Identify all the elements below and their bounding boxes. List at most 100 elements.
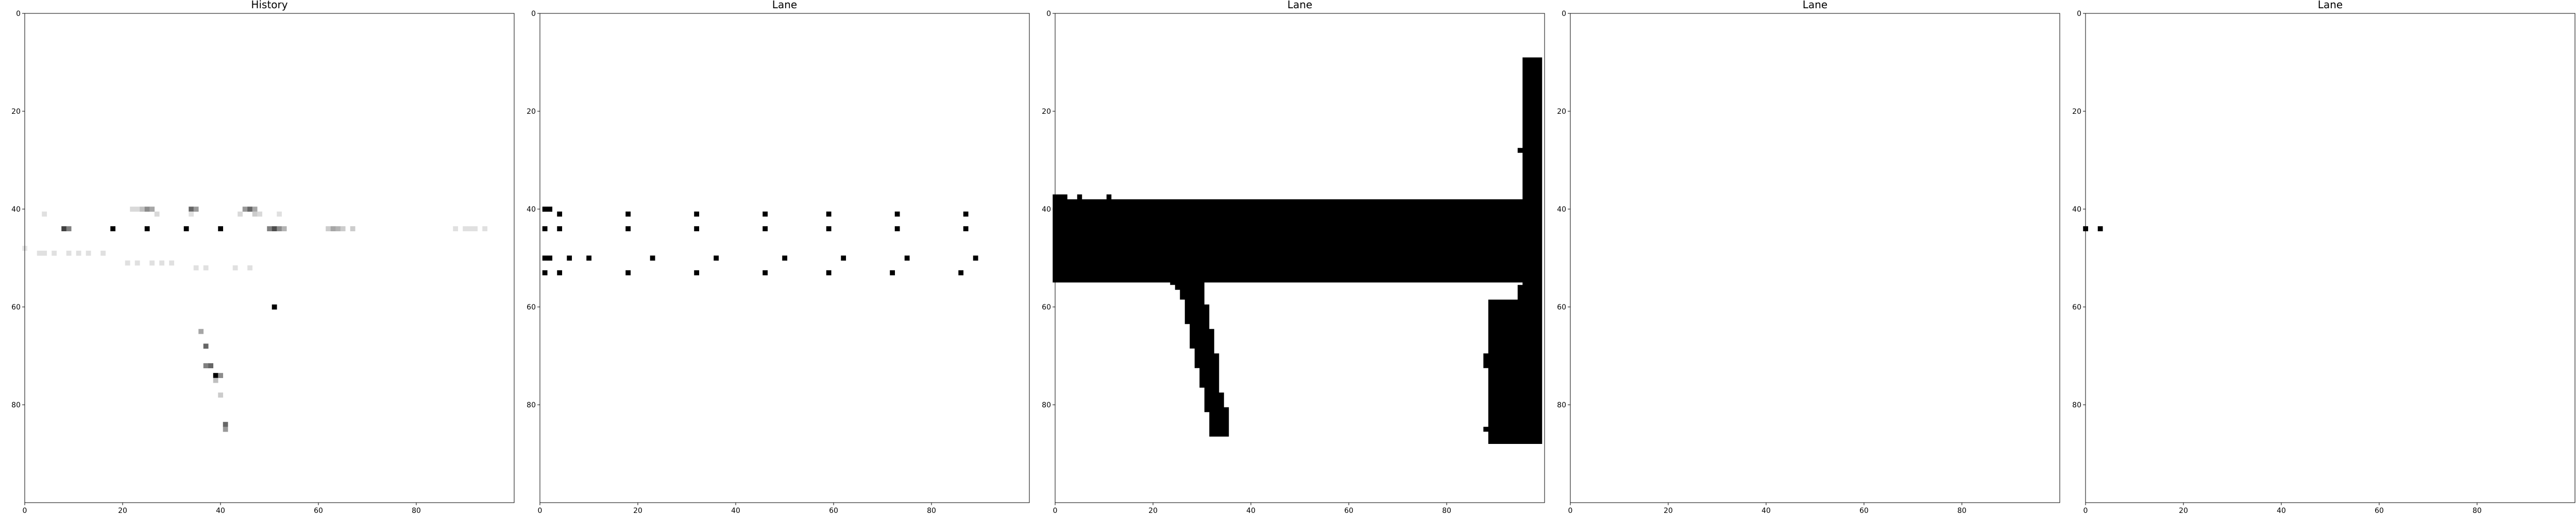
x-tick-label: 60	[829, 507, 838, 515]
heatmap-cell	[542, 255, 548, 261]
x-tick-label: 0	[1053, 507, 1058, 515]
heatmap-cell	[232, 265, 238, 271]
heatmap-cell	[453, 226, 459, 232]
heatmap-cell	[281, 226, 287, 232]
chart-title: Lane	[1803, 0, 1827, 11]
x-tick-label: 0	[2083, 507, 2088, 515]
plot-frame	[539, 13, 1030, 503]
x-tick-label: 80	[927, 507, 936, 515]
heatmap-cell	[826, 270, 832, 276]
heatmap-cell	[542, 270, 548, 276]
heatmap-cell	[335, 226, 341, 232]
plot-frame	[24, 13, 515, 503]
heatmap-panel-lane-2: Lane 0 20 40 60 80 0 20 40 60 80	[1030, 0, 1546, 515]
heatmap-cell	[203, 265, 209, 271]
heatmap-cell	[567, 255, 572, 261]
heatmap-cell	[625, 226, 631, 232]
heatmap-cell	[159, 260, 165, 266]
heatmap-cell	[242, 207, 248, 212]
heatmap-cell	[208, 363, 214, 369]
heatmap-lane-3-chart: Lane 0 20 40 60 80 0 20 40 60 80	[1557, 0, 2060, 515]
x-tick-label: 40	[1761, 507, 1771, 515]
heatmap-cell	[52, 250, 57, 256]
x-tick-label: 20	[633, 507, 642, 515]
y-tick-label: 80	[1557, 401, 1566, 409]
heatmap-cell	[894, 226, 900, 232]
heatmap-lane-1-chart: Lane 0 20 40 60 80 0 20 40 60 80	[527, 0, 1030, 515]
chart-title: History	[251, 0, 287, 11]
heatmap-cell	[894, 211, 900, 217]
heatmap-region	[1053, 194, 1528, 283]
heatmap-cell	[66, 226, 72, 232]
heatmap-cell	[557, 226, 563, 232]
heatmap-cell	[257, 211, 263, 217]
y-tick-label: 40	[527, 205, 536, 214]
heatmap-cell	[100, 250, 106, 256]
heatmap-cell	[586, 255, 592, 261]
heatmap-cell	[218, 373, 224, 379]
x-tick-label: 0	[23, 507, 27, 515]
heatmap-cell	[203, 344, 209, 349]
heatmap-cell	[213, 377, 218, 383]
x-tick-label: 40	[1246, 507, 1256, 515]
heatmap-cell	[189, 207, 194, 212]
heatmap-cell	[542, 207, 548, 212]
heatmap-cell	[130, 207, 135, 212]
y-tick-label: 60	[2072, 303, 2081, 312]
heatmap-cell	[482, 226, 488, 232]
y-tick-label: 40	[2072, 205, 2081, 214]
heatmap-cell	[762, 211, 768, 217]
heatmap-cell	[350, 226, 355, 232]
y-tick-label: 0	[1046, 10, 1051, 18]
heatmap-cell	[694, 226, 700, 232]
chart-title: Lane	[2318, 0, 2343, 11]
heatmap-cell	[267, 226, 273, 232]
heatmap-panel-lane-1: Lane 0 20 40 60 80 0 20 40 60 80	[515, 0, 1030, 515]
heatmap-cell	[144, 207, 150, 212]
heatmap-cell	[277, 211, 282, 217]
heatmap-panel-history: History 0 20 40 60 80 0 20 40 60 80	[0, 0, 515, 515]
heatmap-cell	[472, 226, 478, 232]
x-tick-label: 60	[314, 507, 323, 515]
x-tick-label: 0	[538, 507, 543, 515]
heatmap-panel-lane-3: Lane 0 20 40 60 80 0 20 40 60 80	[1546, 0, 2061, 515]
heatmap-cell	[247, 207, 253, 212]
heatmap-cell	[86, 250, 91, 256]
x-tick-label: 20	[1664, 507, 1673, 515]
heatmap-cell	[198, 329, 204, 334]
heatmap-cell	[213, 373, 218, 379]
y-tick-label: 80	[527, 401, 536, 409]
y-tick-label: 20	[2072, 108, 2081, 116]
heatmap-cell	[272, 304, 277, 310]
heatmap-lane-4-chart: Lane 0 20 40 60 80 0 20 40 60 80	[2072, 0, 2575, 515]
x-tick-label: 40	[731, 507, 740, 515]
heatmap-cell	[2097, 226, 2103, 232]
heatmap-cell	[904, 255, 910, 261]
heatmap-cell	[625, 270, 631, 276]
heatmap-cell	[110, 226, 116, 232]
heatmap-cell	[557, 270, 563, 276]
heatmap-cell	[973, 255, 978, 261]
heatmap-cell	[650, 255, 655, 261]
x-tick-label: 60	[1344, 507, 1353, 515]
heatmap-cell	[252, 211, 258, 217]
heatmap-cell	[958, 270, 964, 276]
y-tick-label: 60	[1042, 303, 1051, 312]
heatmap-cell	[762, 270, 768, 276]
x-tick-label: 20	[1148, 507, 1158, 515]
heatmap-cell	[963, 226, 969, 232]
y-tick-label: 60	[1557, 303, 1566, 312]
y-tick-label: 20	[527, 108, 536, 116]
heatmap-cell	[826, 211, 832, 217]
heatmap-cell	[557, 211, 563, 217]
heatmap-cell	[340, 226, 346, 232]
heatmap-cell	[154, 211, 160, 217]
y-tick-label: 60	[527, 303, 536, 312]
heatmap-cell	[149, 207, 155, 212]
x-tick-label: 80	[1442, 507, 1451, 515]
heatmap-cell	[272, 226, 277, 232]
y-tick-label: 40	[1042, 205, 1051, 214]
heatmap-cell	[542, 226, 548, 232]
heatmap-cell	[218, 226, 224, 232]
heatmap-cell	[762, 226, 768, 232]
